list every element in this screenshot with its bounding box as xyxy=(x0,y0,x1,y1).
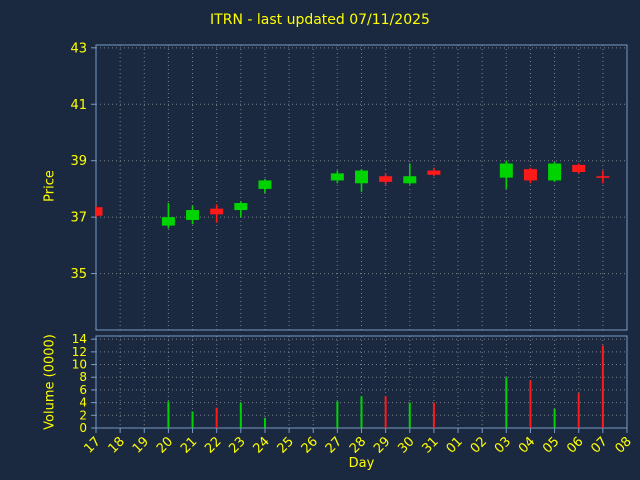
svg-text:37: 37 xyxy=(70,211,87,226)
svg-text:0: 0 xyxy=(79,421,87,435)
price-axis-label: Price xyxy=(42,170,58,202)
svg-text:41: 41 xyxy=(70,98,87,113)
volume-axis-label: Volume (0000) xyxy=(42,334,58,430)
svg-text:43: 43 xyxy=(70,41,87,56)
chart-title: ITRN - last updated 07/11/2025 xyxy=(210,12,430,28)
svg-text:2: 2 xyxy=(79,408,87,422)
svg-text:8: 8 xyxy=(79,370,87,384)
svg-text:4: 4 xyxy=(79,396,87,410)
svg-text:14: 14 xyxy=(72,332,87,346)
svg-text:6: 6 xyxy=(79,383,87,397)
svg-text:35: 35 xyxy=(70,267,87,282)
svg-text:12: 12 xyxy=(72,345,87,359)
svg-text:10: 10 xyxy=(72,358,87,372)
svg-text:39: 39 xyxy=(70,154,87,169)
x-axis-label: Day xyxy=(348,456,375,471)
